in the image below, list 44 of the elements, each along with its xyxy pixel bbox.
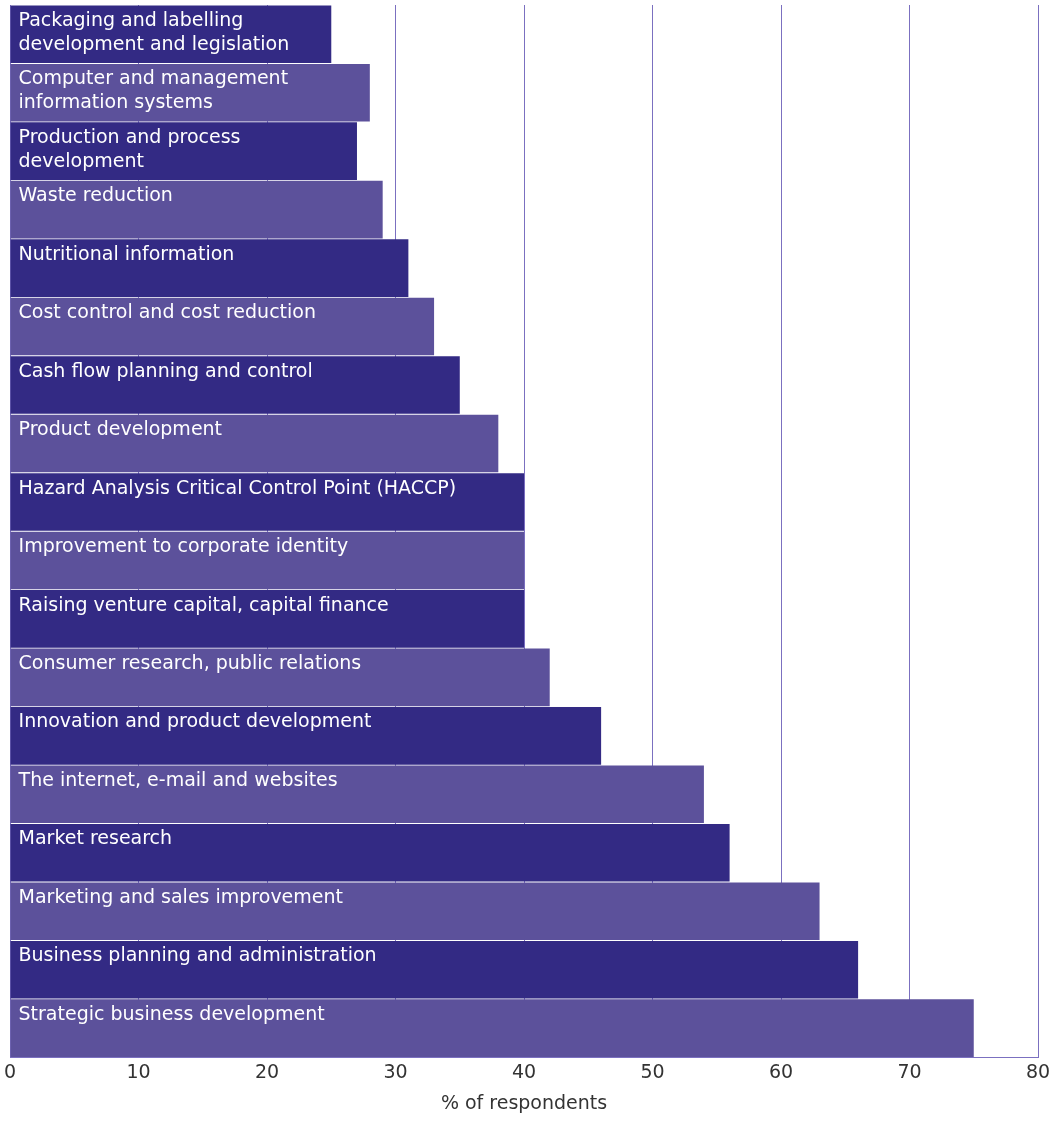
x-tick-label: 0 [4, 1059, 17, 1082]
y-tick-label: Product development [18, 417, 223, 440]
bar [10, 940, 859, 999]
y-tick-label: Innovation and product development [18, 709, 372, 732]
x-axis-title: % of respondents [440, 1090, 608, 1113]
y-tick-label: Raising venture capital, capital finance [18, 592, 389, 615]
bar [10, 648, 550, 707]
x-tick-label: 60 [768, 1059, 794, 1082]
bar [10, 473, 525, 531]
bar [10, 999, 974, 1057]
x-tick-label: 20 [254, 1059, 280, 1082]
bar [10, 590, 525, 648]
bar [10, 823, 730, 882]
bar [10, 707, 602, 765]
bar [10, 882, 820, 941]
bar [10, 180, 383, 239]
y-tick-label: The internet, e-mail and websites [17, 767, 338, 790]
y-tick-label: Hazard Analysis Critical Control Point (HACCP) [18, 475, 457, 498]
bar [10, 356, 460, 414]
x-tick-label: 80 [1025, 1059, 1051, 1082]
bar [10, 297, 435, 356]
bar [10, 414, 499, 473]
bar [10, 531, 525, 590]
y-tick-label: Consumer research, public relations [18, 651, 362, 674]
y-tick-label: Nutritional information [18, 241, 235, 264]
y-tick-label: Waste reduction [18, 183, 173, 206]
y-tick-label: Cash flow planning and control [18, 358, 313, 381]
x-tick-label: 70 [897, 1059, 922, 1082]
y-tick-label: Business planning and administration [18, 943, 377, 966]
bar [10, 765, 704, 824]
x-tick-label: 40 [511, 1059, 537, 1082]
bar [10, 239, 409, 297]
y-tick-label: Market research [18, 826, 173, 849]
bar [10, 122, 357, 180]
y-tick-label: Improvement to corporate identity [18, 534, 349, 557]
y-tick-label: Strategic business development [18, 1001, 325, 1024]
y-tick-label: Computer and management information systems [18, 66, 289, 113]
x-tick-label: 50 [640, 1059, 665, 1082]
x-tick-label: 10 [126, 1059, 151, 1082]
x-tick-label: 30 [383, 1059, 408, 1082]
y-tick-label: Production and process development [18, 124, 241, 171]
y-tick-label: Packaging and labelling development and legislation [18, 7, 290, 54]
y-tick-label: Marketing and sales improvement [18, 884, 344, 907]
y-tick-label: Cost control and cost reduction [18, 300, 316, 323]
